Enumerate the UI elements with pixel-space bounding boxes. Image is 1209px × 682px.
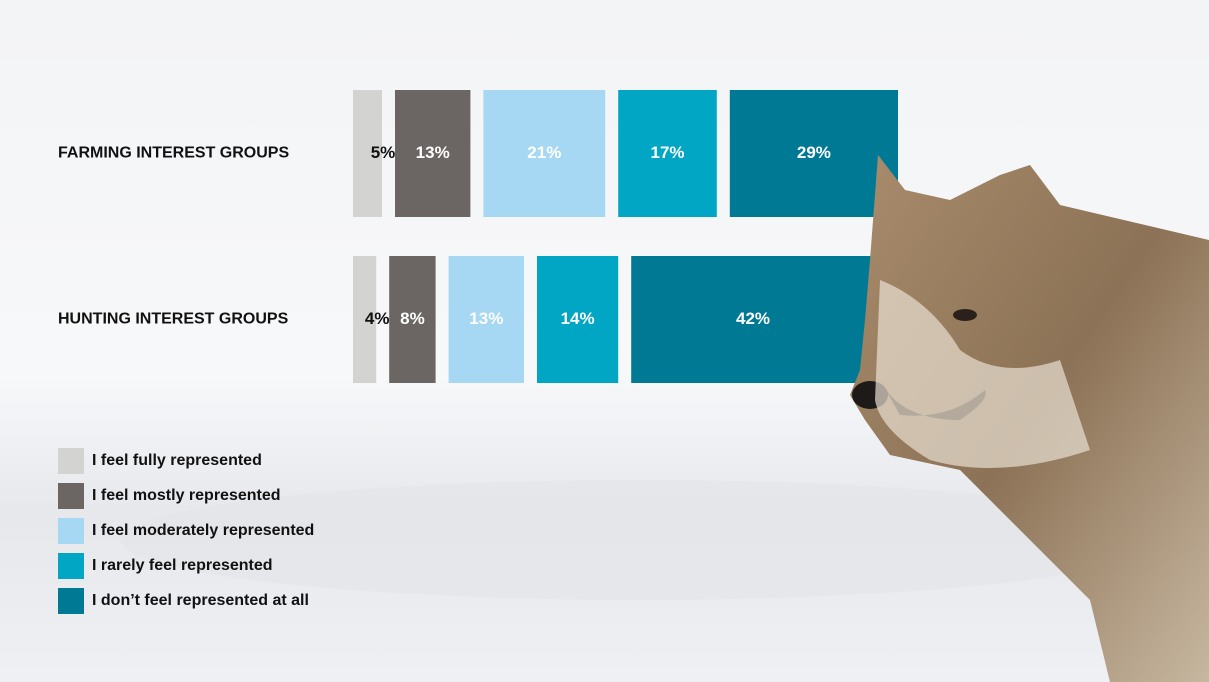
value-label: 5% bbox=[371, 143, 396, 162]
legend-swatch bbox=[58, 448, 84, 474]
value-label: 13% bbox=[469, 309, 503, 328]
legend-label: I feel mostly represented bbox=[92, 487, 281, 504]
value-label: 8% bbox=[400, 309, 425, 328]
value-label: 13% bbox=[416, 143, 450, 162]
value-label: 4% bbox=[365, 309, 390, 328]
legend-label: I feel fully represented bbox=[92, 452, 262, 469]
value-label: 14% bbox=[561, 309, 595, 328]
page: 5% 13% 21% 17% 29% 4% 8% 13% 14% 42% I feel fully… bbox=[0, 0, 1209, 682]
legend-swatch bbox=[58, 518, 84, 544]
category-label: HUNTING INTEREST GROUPS bbox=[58, 311, 289, 328]
value-label: 21% bbox=[527, 143, 561, 162]
value-label: 29% bbox=[797, 143, 831, 162]
chart: 5% 13% 21% 17% 29% 4% 8% 13% 14% 42% I feel fully… bbox=[0, 0, 1209, 682]
value-label: 42% bbox=[736, 309, 770, 328]
legend-label: I don’t feel represented at all bbox=[92, 592, 309, 609]
category-label: FARMING INTEREST GROUPS bbox=[58, 145, 289, 162]
value-label: 17% bbox=[650, 143, 684, 162]
legend-label: I feel moderately represented bbox=[92, 522, 314, 539]
legend-swatch bbox=[58, 553, 84, 579]
legend-label: I rarely feel represented bbox=[92, 557, 273, 574]
legend-swatch bbox=[58, 588, 84, 614]
legend-swatch bbox=[58, 483, 84, 509]
